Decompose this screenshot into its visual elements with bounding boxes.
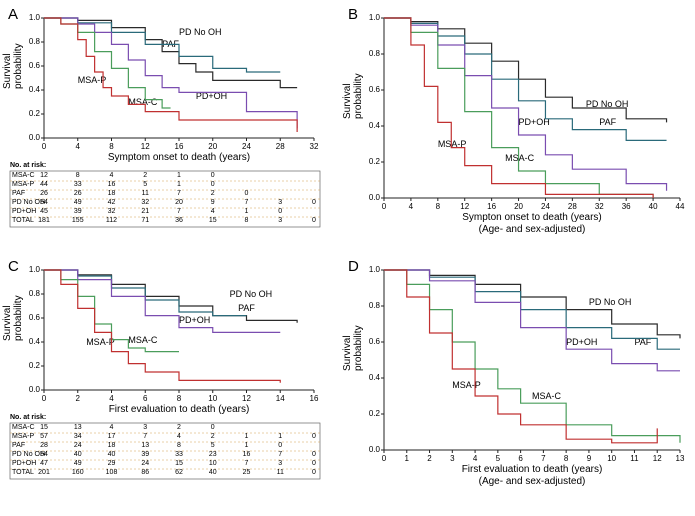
- curve-msa-c: [384, 270, 680, 443]
- chart-D: [0, 0, 695, 516]
- curve-pd-oh: [384, 270, 680, 371]
- xlabel2: (Age- and sex-adjusted): [384, 476, 680, 487]
- curve-paf: [384, 270, 680, 349]
- ylabel: Survival probability: [342, 361, 364, 371]
- xlabel: First evaluation to death (years): [384, 464, 680, 475]
